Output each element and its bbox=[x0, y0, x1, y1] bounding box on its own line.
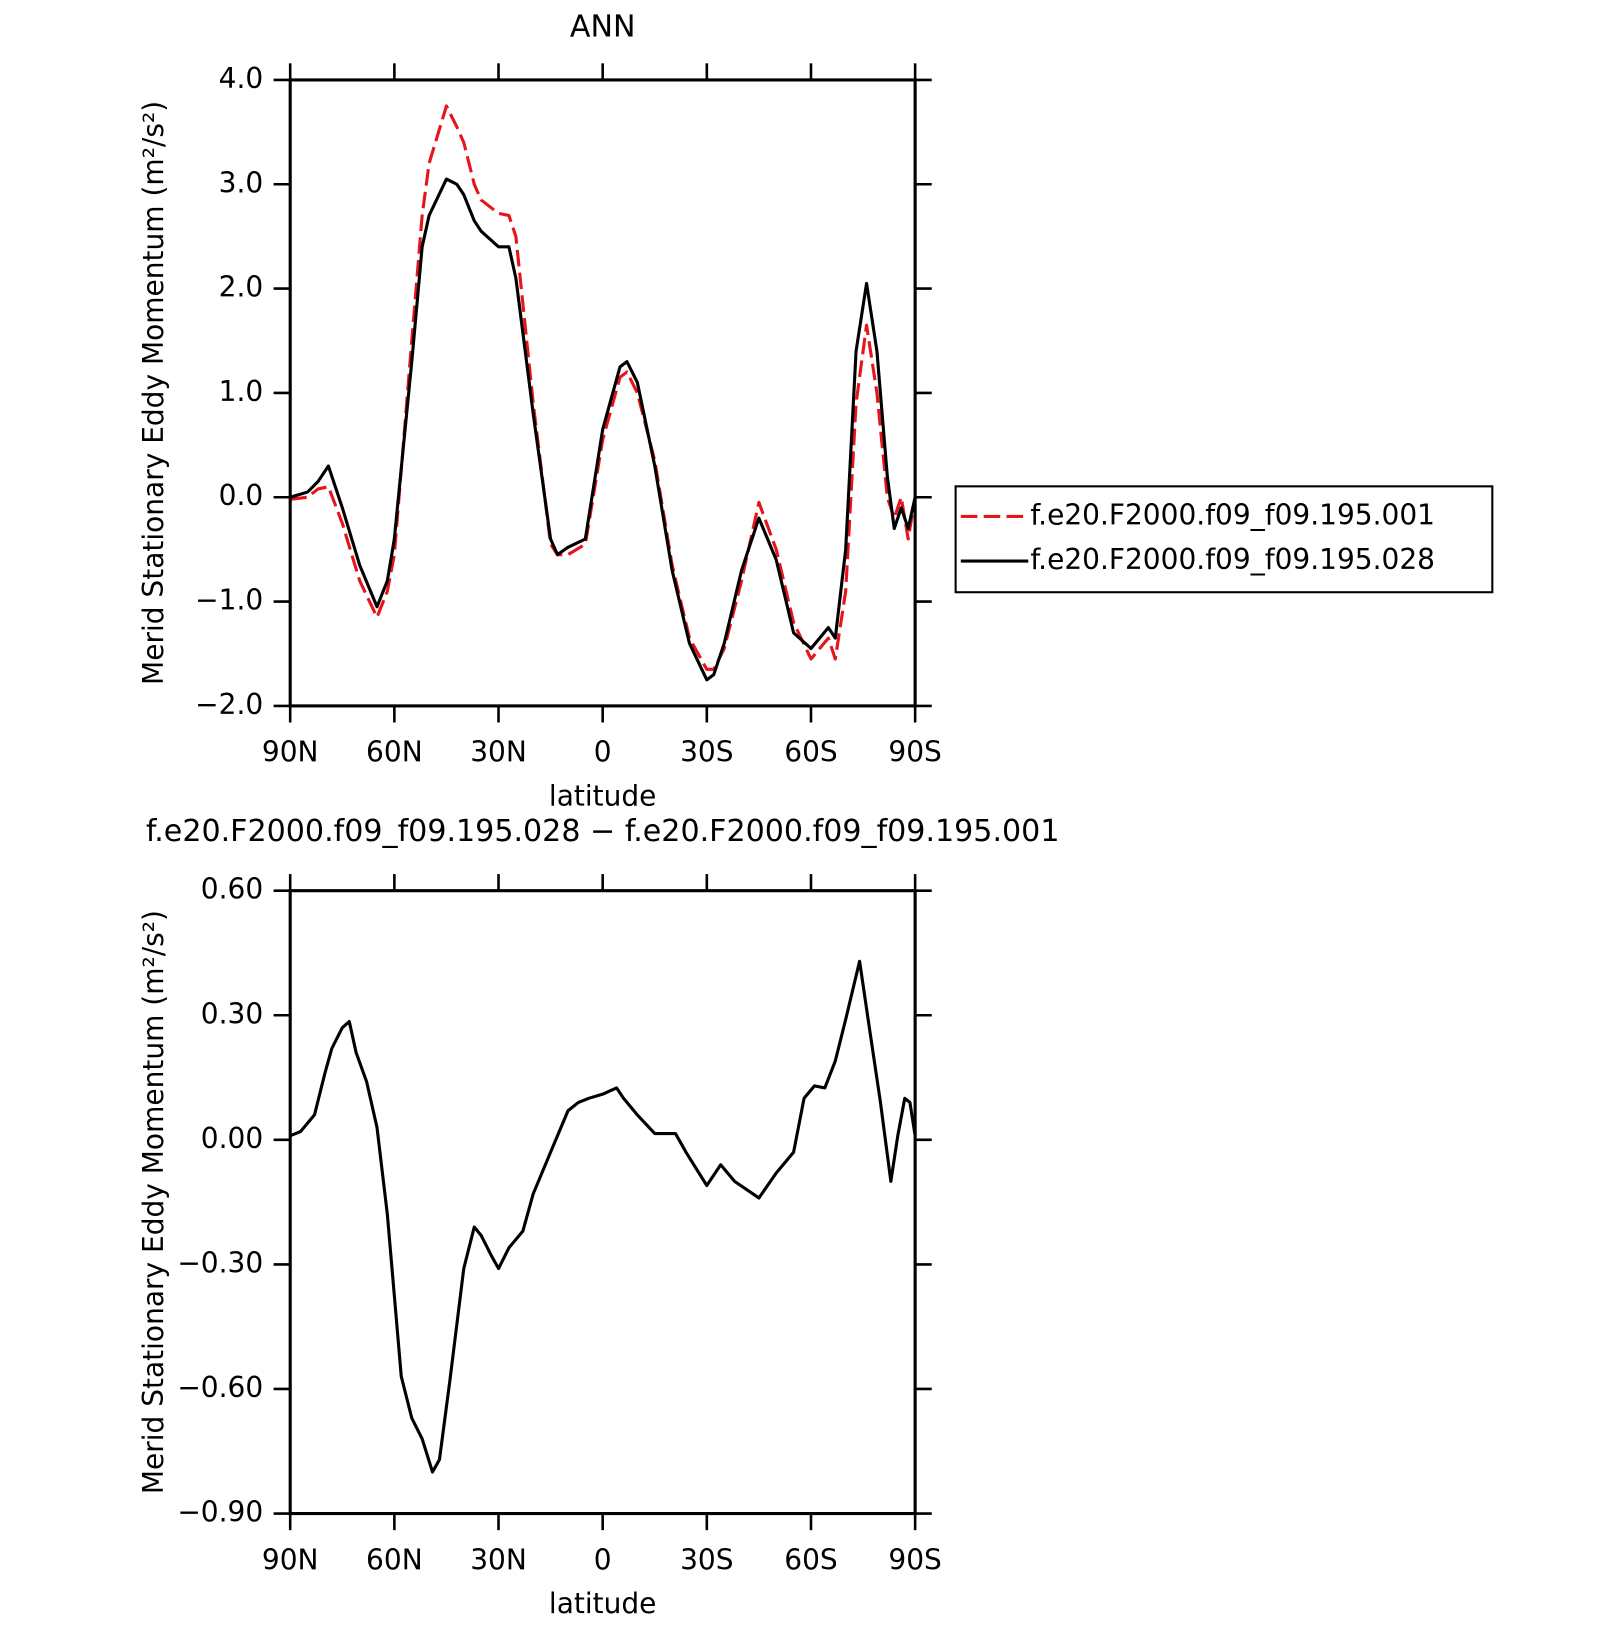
x-axis-label: latitude bbox=[549, 1587, 656, 1620]
y-tick-label: 0.00 bbox=[201, 1122, 263, 1155]
y-axis-label: Merid Stationary Eddy Momentum (m²/s²) bbox=[137, 101, 170, 685]
x-tick-label: 60N bbox=[366, 1543, 423, 1576]
legend-box bbox=[954, 485, 1494, 594]
legend-label: f.e20.F2000.f09_f09.195.001 bbox=[1030, 498, 1435, 531]
data-line bbox=[290, 959, 916, 1474]
x-tick-label: 30N bbox=[470, 1543, 527, 1576]
chart-title: f.e20.F2000.f09_f09.195.028 − f.e20.F200… bbox=[146, 814, 1060, 849]
x-tick-label: 0 bbox=[594, 1543, 612, 1576]
x-tick-label: 0 bbox=[594, 736, 612, 769]
y-tick-label: −1.0 bbox=[195, 584, 263, 617]
y-tick-label: −0.90 bbox=[177, 1496, 263, 1529]
y-tick-label: 1.0 bbox=[219, 375, 264, 408]
x-tick-label: 60N bbox=[366, 736, 423, 769]
x-tick-label: 30S bbox=[680, 736, 733, 769]
data-line bbox=[290, 104, 916, 671]
data-line bbox=[290, 177, 916, 682]
y-tick-label: 4.0 bbox=[219, 62, 264, 95]
y-tick-label: −0.60 bbox=[177, 1371, 263, 1404]
x-tick-label: 90S bbox=[888, 1543, 941, 1576]
y-tick-label: 2.0 bbox=[219, 271, 264, 304]
x-tick-label: 90N bbox=[262, 736, 319, 769]
plot-frame bbox=[288, 889, 917, 1516]
x-tick-label: 30N bbox=[470, 736, 527, 769]
plot-frame bbox=[288, 78, 917, 708]
chart-title: ANN bbox=[570, 10, 636, 45]
x-tick-label: 30S bbox=[680, 1543, 733, 1576]
y-tick-label: −2.0 bbox=[195, 688, 263, 721]
y-tick-label: 0.30 bbox=[201, 997, 263, 1030]
y-tick-label: −0.30 bbox=[177, 1246, 263, 1279]
x-tick-label: 90S bbox=[888, 736, 941, 769]
y-tick-label: 0.60 bbox=[201, 873, 263, 906]
y-axis-label: Merid Stationary Eddy Momentum (m²/s²) bbox=[137, 910, 170, 1494]
x-tick-label: 60S bbox=[784, 1543, 837, 1576]
x-axis-label: latitude bbox=[549, 779, 656, 812]
legend-label: f.e20.F2000.f09_f09.195.028 bbox=[1030, 543, 1435, 576]
x-tick-label: 90N bbox=[262, 1543, 319, 1576]
x-tick-label: 60S bbox=[784, 736, 837, 769]
y-tick-label: 3.0 bbox=[219, 166, 264, 199]
y-tick-label: 0.0 bbox=[219, 479, 264, 512]
